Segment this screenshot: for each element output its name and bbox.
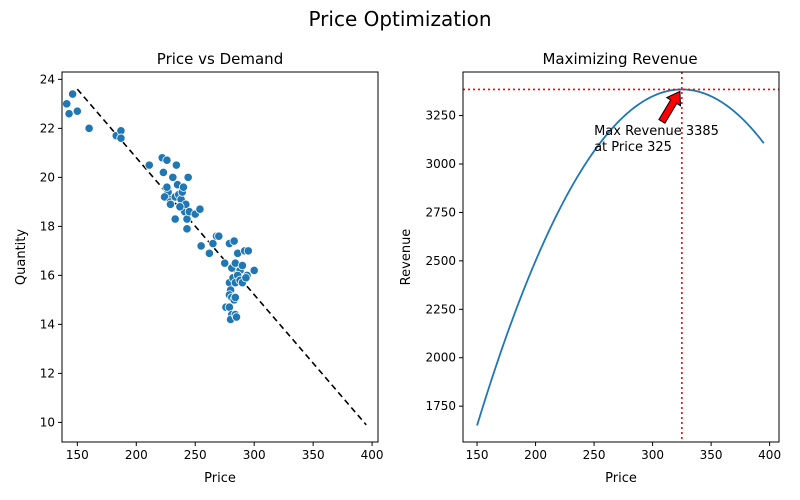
left-y-tick-label: 22 (40, 121, 55, 135)
left-chart-price-vs-demand: Price vs Demand 150 200 250 300 350 400 10 12 14… (14, 50, 384, 486)
left-x-tick-label: 350 (302, 448, 325, 462)
scatter-point (220, 258, 230, 268)
right-y-tick-label: 1750 (425, 399, 456, 413)
scatter-point (165, 199, 176, 209)
left-y-tick-label: 18 (40, 219, 55, 233)
left-chart-y-axis-label: Quantity (14, 229, 29, 285)
scatter-point (144, 160, 154, 170)
scatter-point (195, 204, 205, 214)
scatter-point (62, 99, 72, 109)
scatter-point (230, 292, 240, 303)
scatter-point (171, 160, 181, 170)
scatter-point (231, 312, 242, 322)
right-y-tick-label: 2750 (425, 205, 456, 219)
annotation-text-line: Max Revenue 3385 (594, 124, 719, 139)
scatter-point (183, 172, 193, 182)
left-y-tick-label: 20 (40, 170, 55, 184)
revenue-curve (476, 88, 765, 426)
scatter-point (84, 123, 94, 133)
scatter-point (162, 182, 172, 192)
right-chart-maximizing-revenue: Maximizing Revenue 150 200 250 300 350 400 175… (399, 50, 781, 486)
regression-trend-line (76, 88, 367, 426)
scatter-point (72, 106, 82, 116)
scatter-point (64, 109, 74, 119)
right-x-tick-label: 400 (758, 448, 781, 462)
left-y-tick-label: 14 (40, 317, 55, 331)
right-y-tick-label: 2000 (425, 351, 456, 365)
right-y-tick-label: 2250 (425, 302, 456, 316)
left-chart-title: Price vs Demand (157, 50, 283, 68)
right-x-tick-label: 350 (700, 448, 723, 462)
scatter-point (158, 167, 169, 178)
annotation-text-line: at Price 325 (594, 140, 672, 155)
right-chart-frame (462, 71, 780, 443)
scatter-point (168, 172, 178, 182)
left-y-tick-label: 10 (40, 415, 55, 429)
left-x-tick-label: 300 (243, 448, 266, 462)
right-chart-y-axis-label: Revenue (399, 229, 414, 286)
left-x-tick-label: 250 (184, 448, 207, 462)
scatter-point (241, 273, 251, 283)
right-y-tick-label: 3000 (425, 157, 456, 171)
left-x-tick-label: 200 (125, 448, 148, 462)
right-y-tick-label: 3250 (425, 109, 456, 123)
scatter-point (175, 202, 185, 212)
scatter-point (229, 236, 239, 246)
right-x-tick-label: 250 (583, 448, 606, 462)
scatter-point (243, 246, 253, 256)
scatter-point (204, 248, 214, 258)
scatter-point (249, 265, 259, 276)
scatter-point (196, 241, 206, 251)
scatter-point (162, 155, 172, 165)
left-x-tick-label: 150 (66, 448, 89, 462)
right-chart-title: Maximizing Revenue (542, 50, 697, 68)
right-x-tick-label: 200 (524, 448, 547, 462)
left-y-tick-label: 16 (40, 268, 55, 282)
scatter-point (159, 192, 170, 202)
right-y-tick-label: 2500 (425, 254, 456, 268)
scatter-point (182, 224, 192, 234)
figure-title: Price Optimization (308, 7, 491, 31)
scatter-point (214, 231, 224, 241)
left-x-tick-label: 400 (361, 448, 384, 462)
left-chart-frame (61, 71, 379, 443)
scatter-point (68, 89, 78, 99)
scatter-point (208, 238, 218, 249)
scatter-point (178, 182, 189, 192)
right-chart-x-axis-label: Price (605, 471, 637, 486)
scatter-point (170, 214, 180, 224)
right-x-tick-label: 300 (641, 448, 664, 462)
left-y-tick-label: 24 (40, 72, 55, 86)
scatter-point (116, 133, 126, 143)
left-chart-x-axis-label: Price (204, 471, 236, 486)
left-y-tick-label: 12 (40, 366, 55, 380)
annotation-arrow (658, 90, 682, 124)
right-x-tick-label: 150 (466, 448, 489, 462)
scatter-point (237, 260, 248, 271)
